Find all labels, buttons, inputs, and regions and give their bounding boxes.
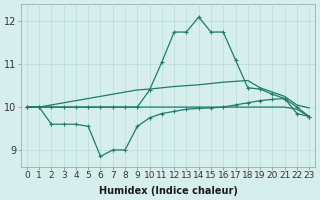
X-axis label: Humidex (Indice chaleur): Humidex (Indice chaleur) — [99, 186, 237, 196]
